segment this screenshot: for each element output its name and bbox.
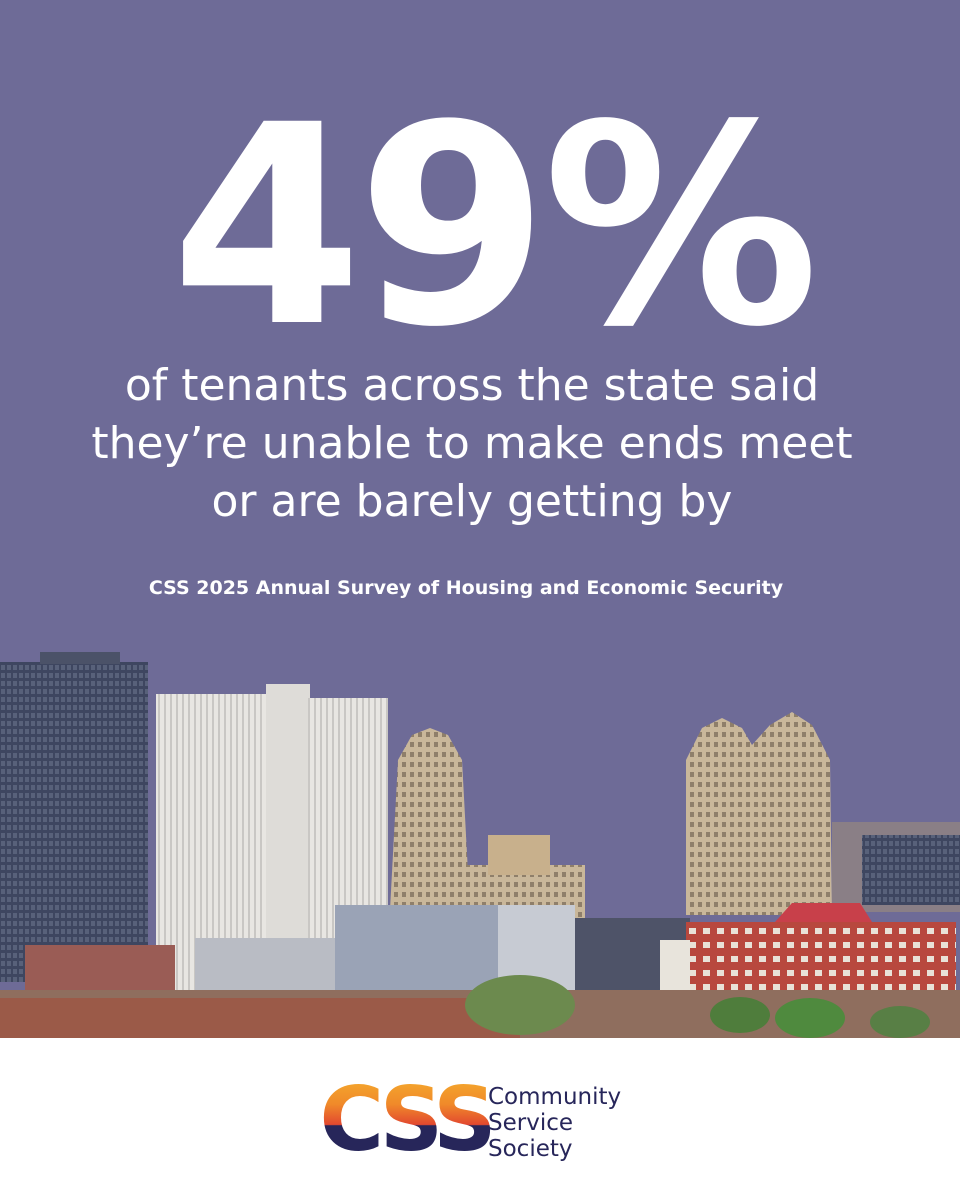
statement-line: of tenants across the state said xyxy=(125,360,819,411)
footer xyxy=(0,1038,960,1200)
logo-line: Service xyxy=(488,1110,573,1136)
statement-line: or are barely getting by xyxy=(212,476,733,527)
logo-line: Society xyxy=(488,1136,573,1162)
logo-name: Community Service Society xyxy=(488,1084,621,1162)
skyline xyxy=(0,652,960,1040)
logo-line: Community xyxy=(488,1084,621,1110)
statement-line: they’re unable to make ends meet xyxy=(91,418,852,469)
source: CSS 2025 Annual Survey of Housing and Ec… xyxy=(149,577,784,599)
logo-mark: CSS xyxy=(319,1068,490,1171)
text-block: 49% of tenants across the state said the… xyxy=(91,67,852,599)
headline: 49% xyxy=(171,67,815,388)
